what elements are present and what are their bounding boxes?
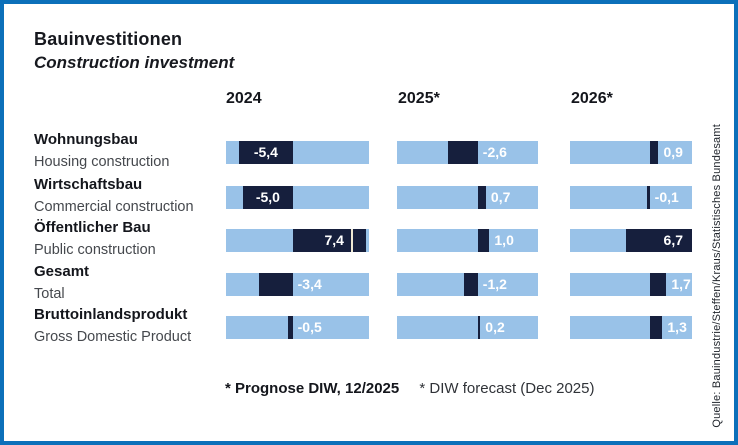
bar-track: -5,0 [226, 186, 369, 209]
bar-segment [626, 229, 692, 252]
row-label-english: Total [34, 286, 65, 302]
bar-value-label: 0,7 [490, 189, 511, 205]
bar-track: -0,5 [226, 316, 369, 339]
bar-value-label: 6,7 [663, 232, 683, 248]
title-block: Bauinvestitionen Construction investment [34, 27, 234, 75]
bar-track: -2,6 [397, 141, 538, 164]
title-german: Bauinvestitionen [34, 29, 183, 49]
bar-value-label: 1,0 [494, 232, 514, 248]
bar-segment [287, 316, 293, 339]
bar-segment [463, 273, 478, 296]
row-label-english: Gross Domestic Product [34, 329, 192, 345]
bar-segment [239, 141, 293, 164]
bar-value-label: 7,4 [324, 232, 344, 248]
bar-value-label: -5,4 [253, 144, 278, 160]
bar-track: -0,1 [570, 186, 692, 209]
bar-value-label: -5,0 [255, 189, 280, 205]
bar-track: 0,2 [397, 316, 538, 339]
bar-track: -3,4 [226, 273, 369, 296]
bar-track: 0,7 [397, 186, 538, 209]
bar-segment [447, 141, 478, 164]
row-label: Wohnungsbau Housing construction [34, 129, 222, 173]
row-label: Wirtschaftsbau Commercial construction [34, 174, 222, 218]
bar-segment [649, 141, 659, 164]
row-label: Bruttoinlandsprodukt Gross Domestic Produ… [34, 304, 222, 348]
bar-value-label: 1,7 [671, 276, 691, 292]
row-label-german: Wohnungsbau [34, 131, 138, 148]
bar-value-label: 1,3 [667, 319, 687, 335]
bar-value-label: 0,9 [663, 144, 683, 160]
bar-segment [649, 316, 663, 339]
bar-segment [258, 273, 293, 296]
bar-track: -1,2 [397, 273, 538, 296]
bar-value-label: -3,4 [297, 276, 322, 292]
scale-break-tick [350, 229, 353, 252]
row-label-german: Bruttoinlandsprodukt [34, 306, 188, 323]
row-label: Öffentlicher Bau Public construction [34, 217, 222, 261]
bar-track: 0,9 [570, 141, 692, 164]
bar-value-label: 0,2 [485, 319, 505, 335]
title-english: Construction investment [34, 53, 235, 72]
row-label-german: Gesamt [34, 263, 90, 280]
column-header-2025: 2025* [398, 90, 440, 107]
bar-track: 1,7 [570, 273, 692, 296]
bar-track: 1,0 [397, 229, 538, 252]
footnote-german: * Prognose DIW, 12/2025 [225, 380, 400, 397]
bar-segment [477, 186, 486, 209]
bar-segment [649, 273, 667, 296]
bar-segment [647, 186, 650, 209]
bar-segment [477, 316, 481, 339]
bar-value-label: -0,5 [297, 319, 322, 335]
bar-track: 6,7 [570, 229, 692, 252]
bar-track: 7,4 [226, 229, 369, 252]
row-label-english: Public construction [34, 242, 156, 258]
bar-value-label: -0,1 [654, 189, 679, 205]
bar-value-label: -1,2 [482, 276, 507, 292]
bar-segment [292, 229, 366, 252]
column-header-2024: 2024 [226, 90, 262, 107]
row-label-english: Commercial construction [34, 199, 194, 215]
bar-value-label: -2,6 [482, 144, 507, 160]
bar-segment [477, 229, 490, 252]
row-label-german: Wirtschaftsbau [34, 176, 143, 193]
bar-track: 1,3 [570, 316, 692, 339]
bar-track: -5,4 [226, 141, 369, 164]
source-credit: Quelle: Bauindustrie/Steffen/Kraus/Stati… [711, 124, 723, 428]
bar-segment [243, 186, 293, 209]
footnote-english: * DIW forecast (Dec 2025) [419, 380, 595, 397]
row-label-english: Housing construction [34, 154, 170, 170]
column-header-2026: 2026* [571, 90, 613, 107]
row-label-german: Öffentlicher Bau [34, 219, 151, 236]
footnote: * Prognose DIW, 12/2025 * DIW forecast (… [225, 380, 594, 397]
row-label: Gesamt Total [34, 261, 222, 305]
